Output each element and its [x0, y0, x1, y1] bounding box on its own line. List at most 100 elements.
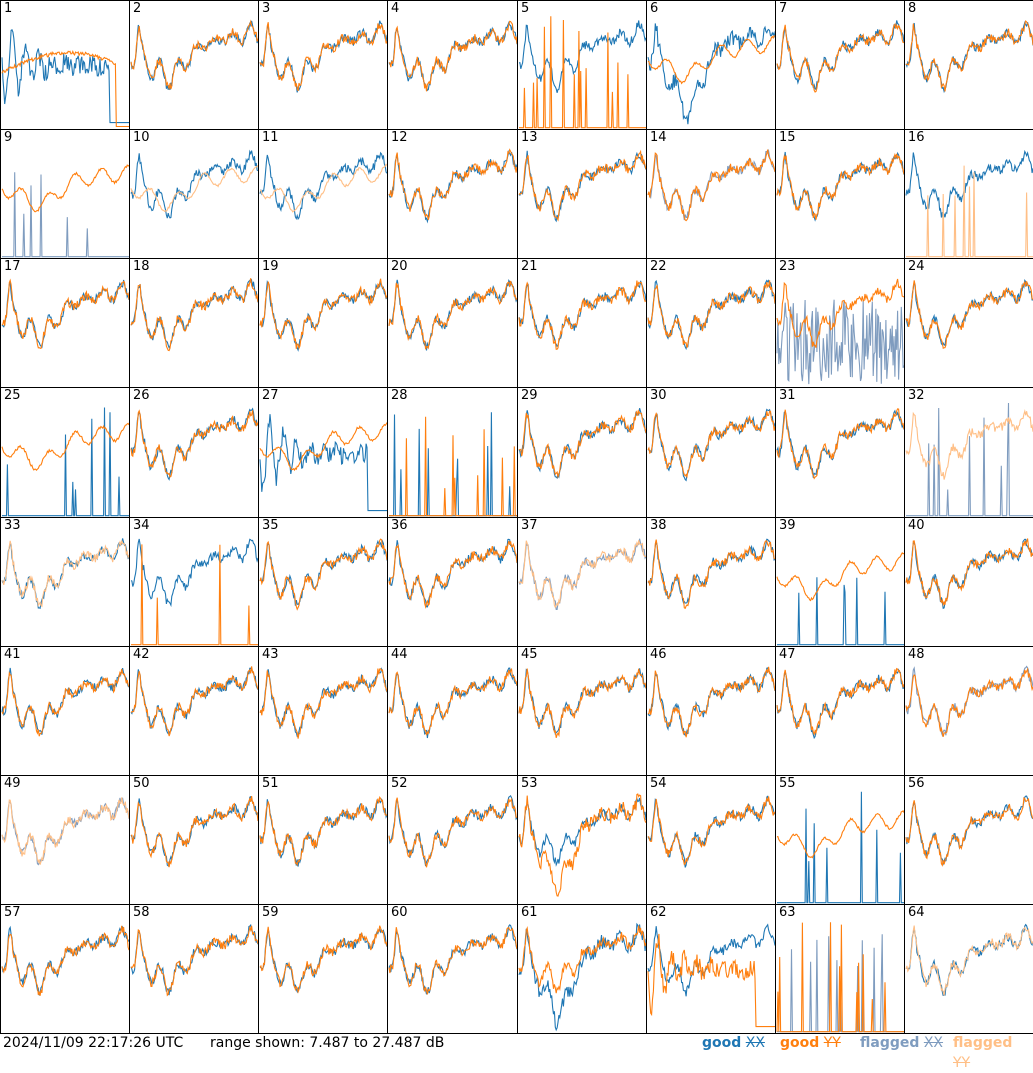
series-good-yy — [647, 666, 775, 738]
panel-plot — [259, 667, 387, 739]
series-flagged-yy — [905, 925, 1033, 996]
series-good-xx — [518, 280, 646, 347]
series-good-xx — [518, 408, 646, 479]
series-good-yy — [1, 925, 129, 996]
panel-number: 57 — [4, 905, 21, 920]
panel-plot — [1, 667, 129, 737]
panel-number: 9 — [4, 130, 13, 145]
series-good-yy — [518, 409, 646, 479]
panel-number: 8 — [908, 1, 917, 16]
series-good-yy — [130, 19, 258, 91]
panel-number: 35 — [262, 518, 279, 533]
panel-5: 5 — [517, 0, 647, 130]
panel-22: 22 — [646, 258, 776, 388]
panel-number: 48 — [908, 647, 925, 662]
panel-plot — [130, 149, 258, 219]
panel-plot — [776, 20, 904, 93]
panel-plot — [518, 149, 646, 223]
series-flagged-yy — [259, 163, 387, 213]
series-good-yy — [905, 667, 1033, 737]
panel-plot — [776, 922, 904, 1033]
panel-plot — [259, 414, 387, 512]
legend-good-yy: good YY — [780, 1033, 841, 1053]
panel-60: 60 — [387, 904, 518, 1034]
panel-plot — [130, 795, 258, 868]
series-good-xx — [259, 667, 387, 738]
panel-61: 61 — [517, 904, 647, 1034]
series-good-yy — [776, 408, 904, 480]
panel-34: 34 — [129, 517, 259, 647]
panel-number: 58 — [133, 905, 150, 920]
series-good-yy — [776, 809, 904, 859]
panel-number: 17 — [4, 259, 21, 274]
panel-plot — [1, 797, 129, 866]
series-good-yy — [647, 35, 775, 85]
series-good-yy — [647, 149, 775, 222]
series-good-yy — [259, 22, 387, 92]
panel-number: 11 — [262, 130, 279, 145]
panel-plot — [1, 278, 129, 350]
series-flagged-yy — [906, 165, 1033, 258]
panel-plot — [647, 538, 775, 610]
series-good-xx — [388, 667, 517, 739]
series-good-xx — [130, 538, 258, 608]
series-good-yy — [905, 796, 1033, 867]
panel-39: 39 — [775, 517, 905, 647]
panel-plot — [905, 402, 1033, 517]
series-flagged-xx — [2, 172, 129, 258]
series-flagged-xx — [906, 402, 1033, 517]
panel-plot — [647, 408, 775, 482]
panel-number: 59 — [262, 905, 279, 920]
panel-plot — [388, 538, 517, 609]
panel-44: 44 — [387, 646, 518, 776]
panel-number: 45 — [521, 647, 538, 662]
panel-plot — [388, 667, 517, 739]
panel-plot — [388, 20, 517, 92]
series-flagged-xx — [776, 299, 904, 385]
panel-plot — [518, 922, 646, 1032]
panel-number: 38 — [650, 518, 667, 533]
panel-number: 19 — [262, 259, 279, 274]
series-good-yy — [647, 280, 775, 348]
series-good-yy — [131, 544, 258, 646]
panel-number: 50 — [133, 776, 150, 791]
series-good-yy — [388, 148, 517, 221]
panel-plot — [905, 665, 1033, 737]
panel-plot — [1, 538, 129, 610]
panel-47: 47 — [775, 646, 905, 776]
series-good-xx — [518, 922, 646, 1032]
series-good-yy — [905, 280, 1033, 349]
panel-number: 22 — [650, 259, 667, 274]
panel-21: 21 — [517, 258, 647, 388]
series-good-yy — [388, 280, 517, 350]
legend-label: flagged — [860, 1035, 920, 1051]
series-good-xx — [647, 408, 775, 482]
series-good-yy — [388, 540, 517, 609]
series-good-yy — [388, 668, 517, 736]
panel-plot — [905, 149, 1033, 258]
series-good-xx — [647, 923, 775, 997]
series-good-yy — [130, 666, 258, 737]
panel-15: 15 — [775, 129, 905, 259]
panel-plot — [1, 407, 129, 517]
panel-6: 6 — [646, 0, 776, 130]
panel-plot — [259, 151, 387, 221]
series-good-yy — [259, 668, 387, 739]
panel-number: 24 — [908, 259, 925, 274]
panel-number: 27 — [262, 388, 279, 403]
series-good-yy — [1, 422, 129, 472]
series-good-yy — [776, 667, 904, 736]
panel-plot — [518, 538, 646, 610]
series-good-xx — [259, 151, 387, 221]
panel-number: 52 — [391, 776, 408, 791]
series-good-xx — [1, 279, 129, 349]
panel-40: 40 — [904, 517, 1033, 647]
series-good-xx — [647, 795, 775, 868]
series-good-xx — [647, 667, 775, 737]
panel-37: 37 — [517, 517, 647, 647]
panel-plot — [259, 925, 387, 994]
panel-number: 40 — [908, 518, 925, 533]
panel-number: 33 — [4, 518, 21, 533]
series-good-yy — [130, 925, 258, 997]
series-good-xx — [388, 149, 517, 224]
